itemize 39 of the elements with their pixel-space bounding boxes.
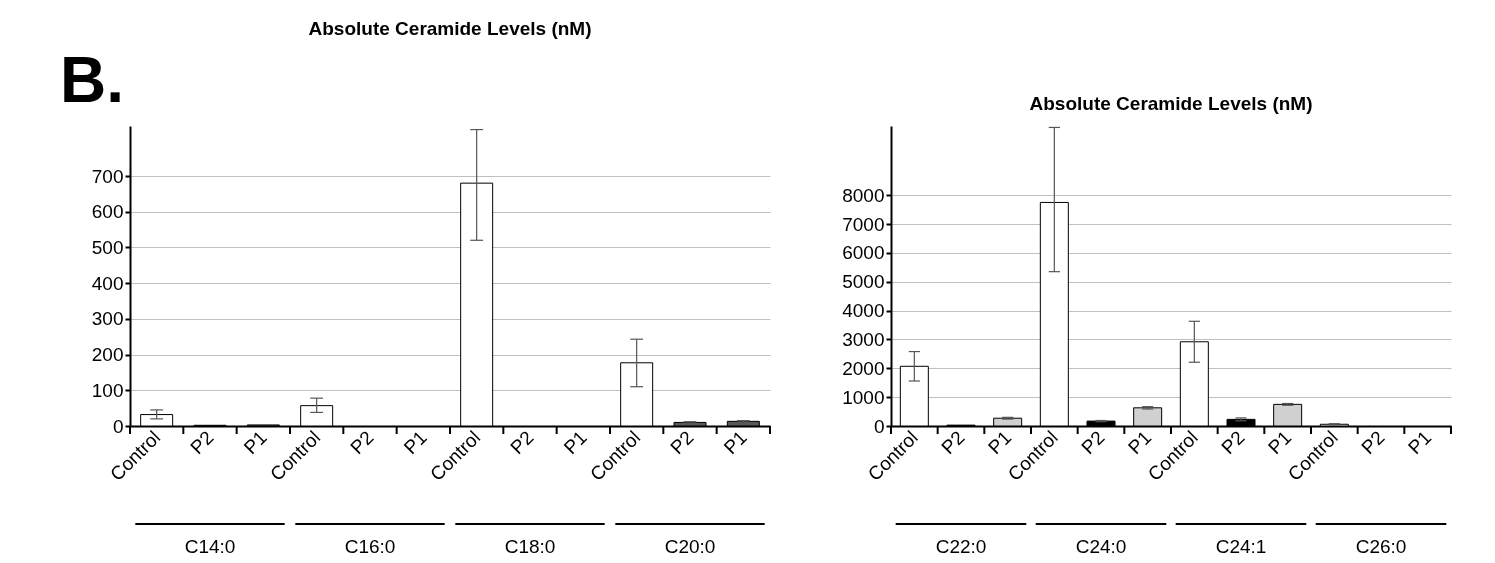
text: C14:0 bbox=[184, 536, 236, 557]
y-tick-label: 4000 bbox=[842, 300, 885, 322]
x-tick-label: P2 bbox=[1357, 426, 1389, 459]
text: C20:0 bbox=[664, 536, 716, 557]
x-tick-label: P1 bbox=[1403, 426, 1436, 459]
y-tick-label: 2000 bbox=[842, 357, 885, 379]
y-tick-label: 7000 bbox=[842, 213, 885, 235]
y-tick-label: 6000 bbox=[842, 242, 885, 264]
y-tick-label: 700 bbox=[91, 165, 124, 187]
text: C24:0 bbox=[1075, 536, 1127, 557]
x-tick-label: P1 bbox=[399, 426, 431, 459]
y-tick-label: 8000 bbox=[842, 184, 885, 206]
x-tick-label: P2 bbox=[1217, 426, 1249, 459]
text: C24:1 bbox=[1215, 536, 1267, 557]
y-tick-label: 400 bbox=[91, 272, 124, 294]
x-tick-label: P1 bbox=[719, 426, 751, 459]
text: B. bbox=[60, 44, 124, 116]
x-tick-label: P2 bbox=[1077, 426, 1109, 459]
x-tick-label: P2 bbox=[666, 426, 698, 459]
y-tick-label: 3000 bbox=[842, 328, 885, 350]
y-tick-label: 300 bbox=[91, 308, 124, 330]
text: C22:0 bbox=[935, 536, 987, 557]
chart-title: Absolute Ceramide Levels (nM) bbox=[1029, 93, 1313, 114]
x-tick-label: P2 bbox=[186, 426, 218, 459]
chart-title: Absolute Ceramide Levels (nM) bbox=[308, 18, 592, 39]
x-tick-label: P2 bbox=[506, 426, 538, 459]
y-tick-label: 100 bbox=[91, 379, 124, 401]
x-tick-label: P2 bbox=[937, 426, 969, 459]
text: C16:0 bbox=[344, 536, 396, 557]
y-tick-label: 5000 bbox=[842, 271, 885, 293]
y-tick-label: 1000 bbox=[842, 386, 885, 408]
y-tick-label: 600 bbox=[91, 201, 124, 223]
y-tick-label: 500 bbox=[91, 236, 124, 258]
y-tick-label: 200 bbox=[91, 344, 124, 366]
x-tick-label: P1 bbox=[239, 426, 271, 459]
x-tick-label: P1 bbox=[559, 426, 591, 459]
text: C26:0 bbox=[1355, 536, 1407, 557]
x-tick-label: P2 bbox=[346, 426, 378, 459]
text: C18:0 bbox=[504, 536, 556, 557]
